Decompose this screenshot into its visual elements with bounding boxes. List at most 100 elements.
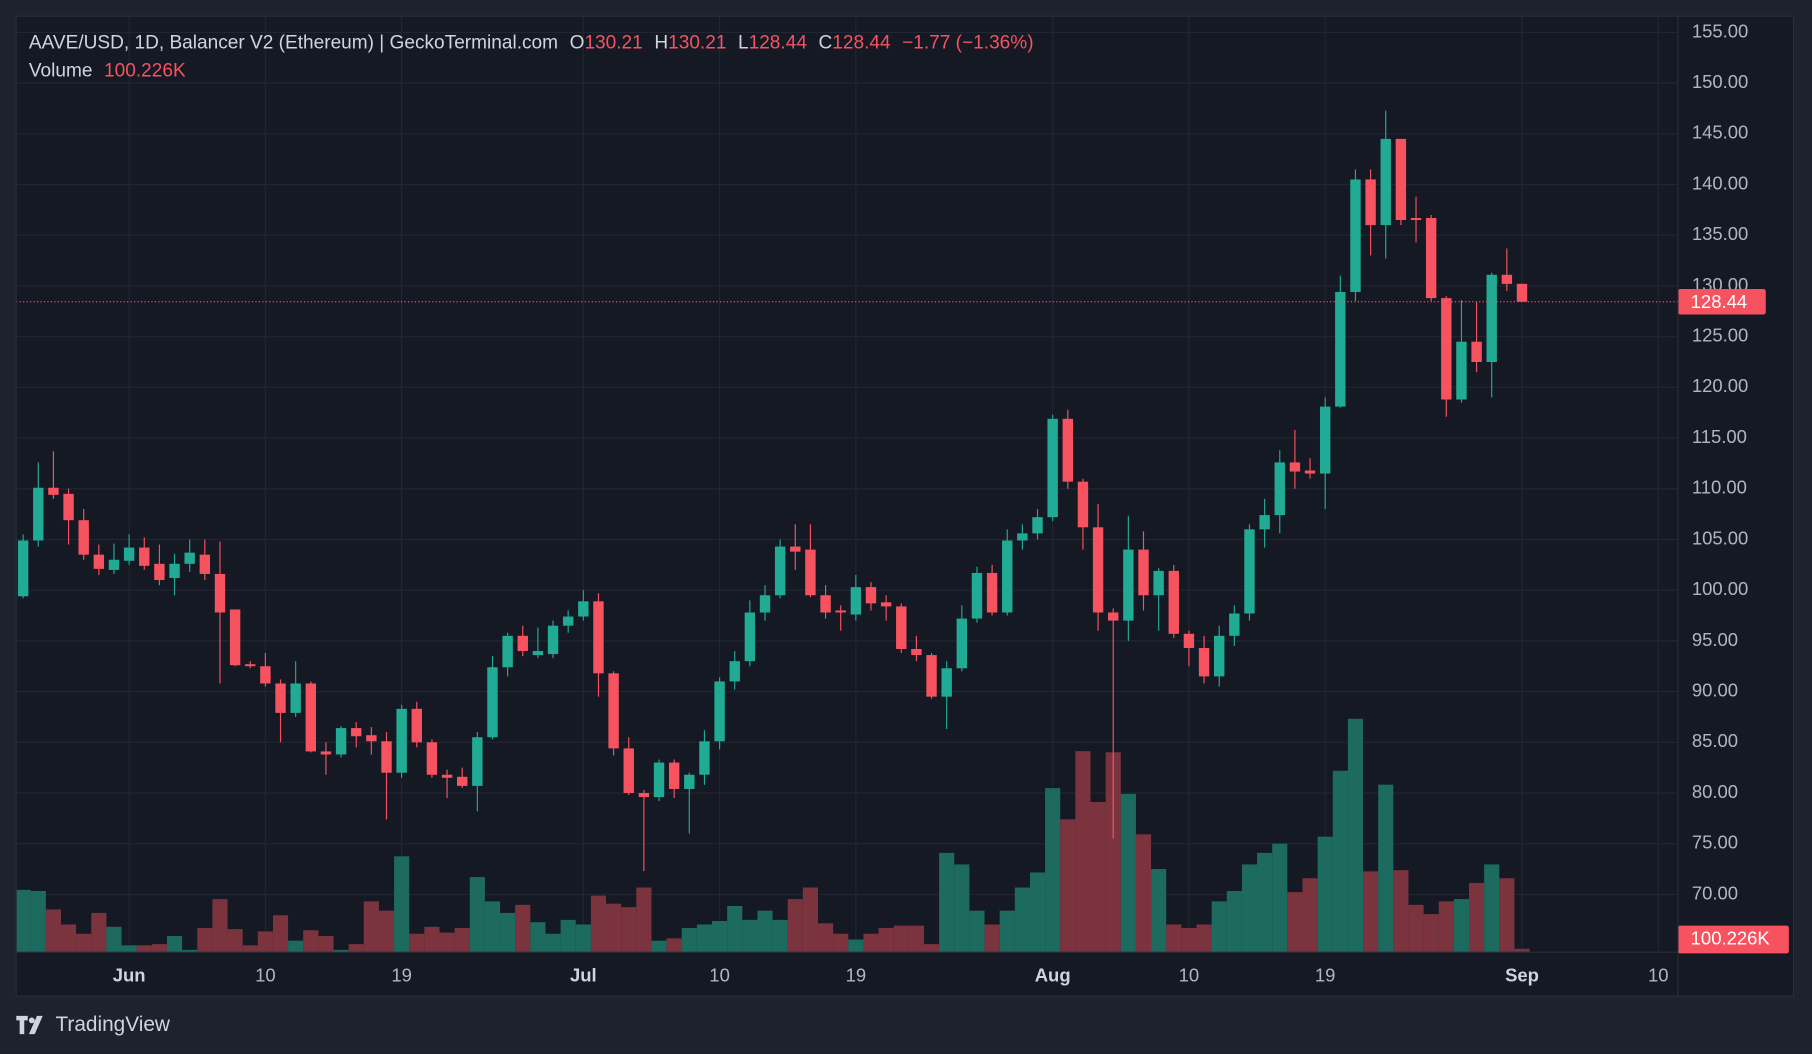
change: −1.77 (−1.36%): [902, 32, 1034, 54]
candle-body: [1198, 647, 1210, 677]
candle-body: [123, 547, 135, 561]
symbol-title: AAVE/USD, 1D, Balancer V2 (Ethereum) | G…: [28, 32, 559, 54]
volume-bar: [1453, 899, 1470, 953]
volume-bar: [76, 933, 92, 953]
candle-body: [1047, 418, 1058, 518]
candle-body: [986, 572, 998, 613]
volume-bar: [348, 944, 364, 953]
candle-body: [1138, 549, 1149, 596]
y-tick-label: 70.00: [1692, 882, 1738, 903]
volume-bar: [60, 924, 77, 953]
volume-bar: [1135, 834, 1152, 953]
candle-body: [78, 520, 89, 555]
candle-body: [366, 735, 377, 742]
candle-body: [896, 606, 907, 649]
volume-bar: [848, 939, 864, 953]
candle-body: [774, 546, 786, 596]
candle-body: [941, 668, 952, 697]
candle-body: [214, 573, 226, 613]
brand[interactable]: TradingView: [16, 1012, 170, 1036]
volume-bar: [439, 932, 455, 953]
candle-body: [1441, 298, 1452, 400]
volume-bar: [772, 919, 788, 953]
candle-body: [1244, 529, 1255, 614]
low-label: L: [737, 32, 749, 54]
volume-bar: [424, 926, 440, 953]
high-value: 130.21: [668, 32, 727, 54]
volume-bar: [1045, 788, 1061, 953]
candle-body: [169, 563, 180, 579]
volume-bar: [363, 901, 379, 953]
volume-bar: [939, 852, 955, 953]
volume-bar: [969, 910, 985, 953]
volume-bar: [16, 889, 31, 953]
volume-bar: [727, 905, 743, 953]
x-tick-label: Jul: [570, 964, 597, 985]
candle-body: [108, 559, 120, 570]
candle-body: [457, 776, 468, 786]
y-tick-label: 155.00: [1692, 20, 1749, 41]
y-tick-label: 150.00: [1692, 71, 1749, 92]
y-tick-label: 75.00: [1692, 832, 1738, 853]
volume-bar: [545, 933, 561, 953]
candle-body: [351, 728, 362, 737]
volume-bar: [606, 903, 622, 953]
volume-bar: [242, 945, 258, 953]
y-tick-label: 110.00: [1692, 477, 1747, 498]
y-tick-label: 85.00: [1692, 730, 1738, 751]
candle-body: [1365, 179, 1376, 226]
volume-bar: [999, 910, 1015, 953]
x-tick-label: Aug: [1035, 964, 1071, 985]
close-label: C: [818, 32, 833, 54]
volume-bar: [1499, 878, 1515, 953]
low-value: 128.44: [748, 32, 807, 54]
volume-bar: [1514, 948, 1530, 953]
candle-body: [17, 540, 29, 597]
candle-body: [1259, 515, 1270, 530]
volume-bar: [136, 945, 152, 953]
volume-bar: [954, 864, 970, 953]
volume-bar: [227, 929, 243, 953]
close-value: 128.44: [832, 32, 891, 54]
volume-bar: [106, 926, 122, 953]
candle-body: [1319, 406, 1331, 474]
volume-bar: [257, 931, 273, 953]
volume-bar: [1014, 887, 1030, 953]
volume-bar: [454, 927, 470, 953]
volume-bar: [984, 924, 1000, 953]
candle-body: [33, 487, 44, 541]
volume-bar: [469, 877, 485, 953]
candle-body: [381, 741, 392, 773]
candle-body: [1304, 470, 1316, 474]
volume-bar: [1363, 871, 1379, 953]
x-tick-label: 19: [846, 964, 867, 985]
candle-body: [305, 683, 317, 752]
volume-bar: [1393, 870, 1409, 953]
volume-bar: [1029, 872, 1046, 953]
candle-body: [1395, 138, 1407, 221]
volume-bar: [378, 910, 395, 953]
candle-body: [562, 616, 574, 626]
y-tick-label: 90.00: [1692, 679, 1738, 700]
legend: AAVE/USD, 1D, Balancer V2 (Ethereum) | G…: [29, 29, 1034, 84]
candle-body: [729, 661, 740, 682]
y-tick-label: 100.00: [1692, 578, 1749, 599]
volume-bar: [1378, 784, 1394, 953]
candle-body: [805, 549, 816, 596]
volume-bar: [1347, 718, 1364, 953]
volume-bar: [802, 887, 818, 953]
y-tick-label: 120.00: [1692, 375, 1749, 396]
candle-body: [1153, 570, 1164, 596]
high-label: H: [654, 32, 669, 54]
x-tick-label: 10: [709, 964, 730, 985]
volume-bar: [712, 921, 728, 953]
volume-bar: [1090, 801, 1106, 953]
volume-value: 100.226K: [104, 60, 186, 81]
candle-body: [229, 609, 241, 666]
volume-bar: [1408, 904, 1424, 953]
volume-bar: [530, 922, 546, 953]
volume-bar: [923, 944, 940, 953]
candle-body: [1274, 462, 1285, 516]
